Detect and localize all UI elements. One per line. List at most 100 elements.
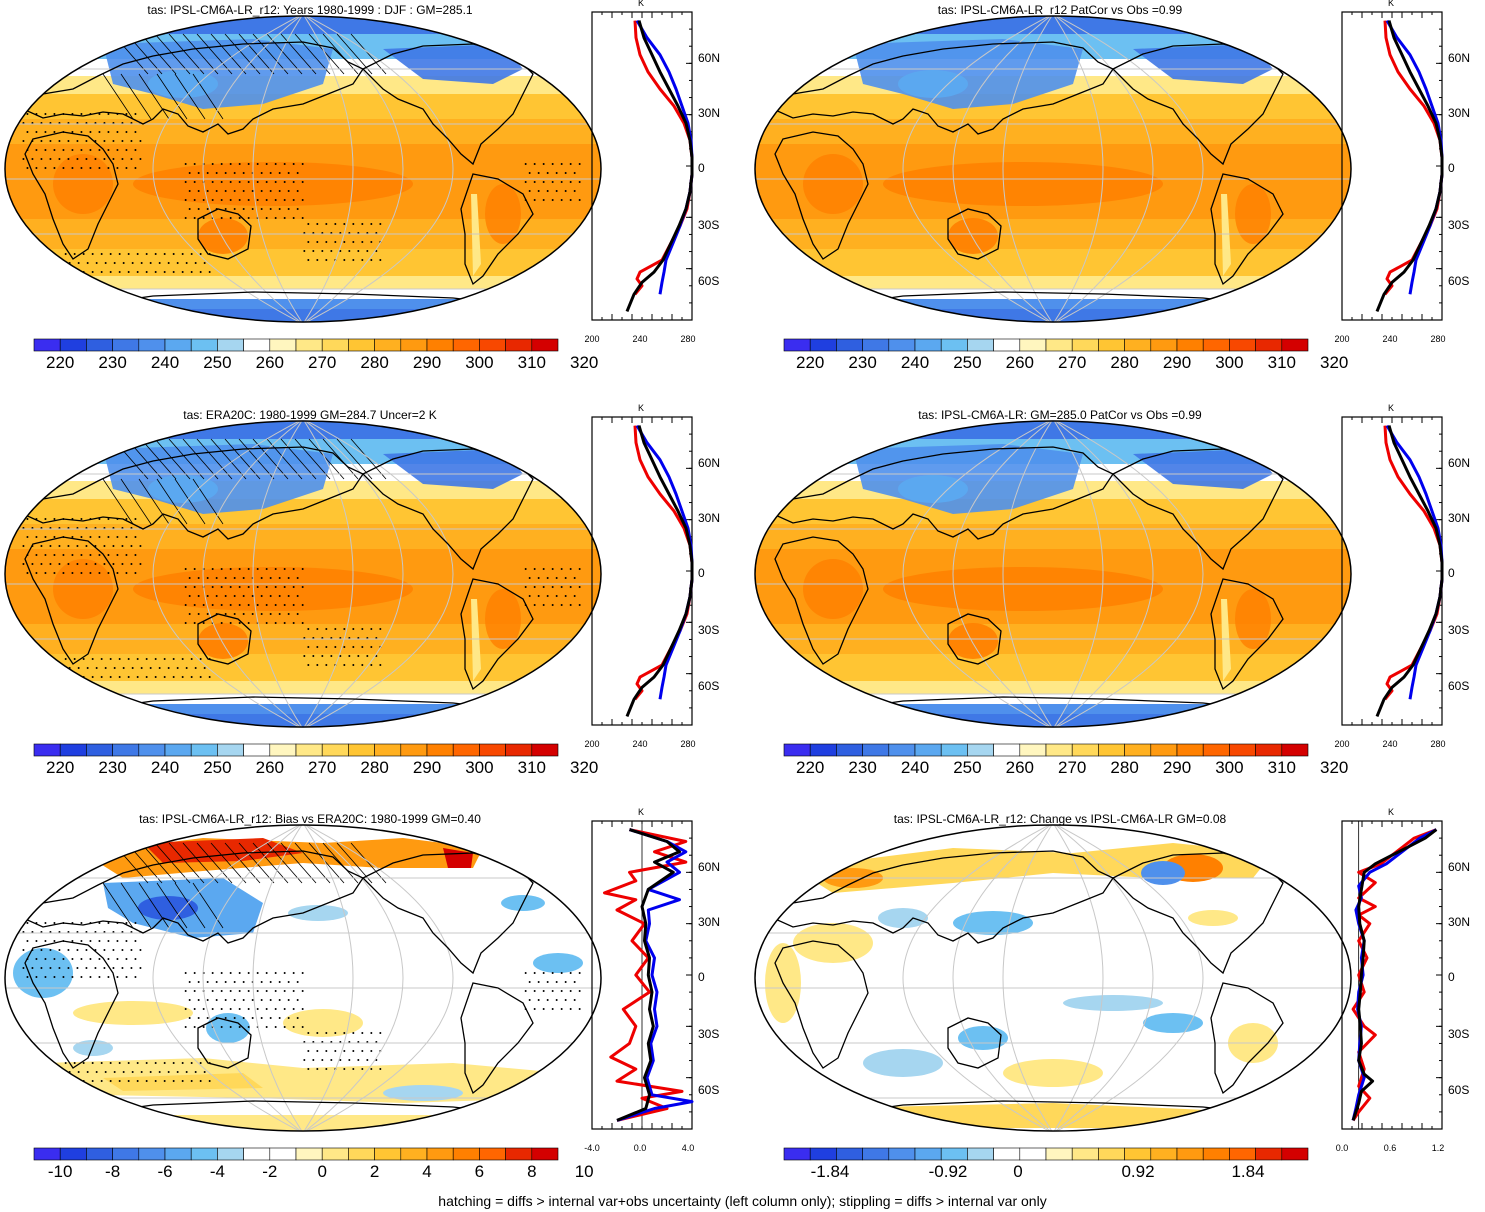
colorbar-swatch: [59, 338, 87, 352]
colorbar-swatch: [269, 743, 297, 757]
colorbar: [33, 743, 559, 757]
colorbar-label: 220: [46, 758, 75, 777]
colorbar-label: 0: [1013, 1162, 1023, 1181]
colorbar-swatch: [967, 338, 994, 352]
profile-lat-label: 30N: [698, 106, 721, 120]
colorbar-swatch: [269, 1147, 297, 1161]
map-border: [4, 824, 602, 1132]
profile-lat-label: 30S: [1448, 218, 1470, 232]
zonal-mean-profile: K 60N 30N 0 30S 60S 200 240 280: [584, 0, 735, 365]
map-border: [754, 420, 1352, 728]
colorbar-label: 320: [570, 353, 599, 372]
profile-x-tick: 1.2: [1431, 1143, 1445, 1153]
profile-lat-label: 30N: [1448, 511, 1471, 525]
footer-note: hatching = diffs > internal var+obs unce…: [438, 1193, 1047, 1209]
world-map: [4, 420, 602, 728]
colorbar-label: 250: [953, 758, 982, 777]
colorbar-swatch: [531, 743, 559, 757]
colorbar-swatch: [1045, 1147, 1073, 1161]
profile-lat-label: 60N: [698, 456, 721, 470]
colorbar-swatch: [348, 338, 375, 352]
colorbar-swatch: [1176, 1147, 1204, 1161]
colorbar-swatch: [217, 1147, 244, 1161]
colorbar-swatch: [862, 743, 890, 757]
colorbar-swatch: [243, 743, 271, 757]
world-map: [4, 824, 602, 1132]
colorbar-swatch: [164, 743, 192, 757]
colorbar-swatch: [1176, 338, 1204, 352]
colorbar-label: 270: [308, 353, 337, 372]
colorbar-label: -0.92: [928, 1162, 968, 1181]
colorbar-swatch: [452, 743, 480, 757]
colorbar: [783, 338, 1309, 352]
colorbar-swatch: [836, 338, 863, 352]
colorbar-label: 300: [465, 353, 494, 372]
colorbar-label: 320: [570, 758, 599, 777]
graticule: [5, 16, 601, 322]
colorbar-swatch: [1255, 338, 1283, 352]
colorbar-swatch: [1229, 338, 1256, 352]
colorbar-label: 230: [848, 758, 877, 777]
profile-lat-label: 60S: [1448, 679, 1470, 693]
colorbar-swatch: [86, 743, 113, 757]
colorbar-swatch: [505, 743, 533, 757]
profile-axes: [591, 820, 693, 1130]
colorbar-swatch: [164, 1147, 192, 1161]
profile-unit: K: [638, 0, 645, 8]
colorbar-swatch: [400, 338, 428, 352]
profile-x-tick: -4.0: [584, 1143, 600, 1153]
colorbar-swatch: [993, 338, 1021, 352]
colorbar-label: 220: [796, 353, 825, 372]
colorbar-label: 1.84: [1231, 1162, 1265, 1181]
colorbar-label: -1.84: [810, 1162, 850, 1181]
colorbar-swatch: [1124, 1147, 1152, 1161]
colorbar-label: 2: [369, 1162, 380, 1181]
colorbar-swatch: [374, 743, 402, 757]
world-map: [4, 15, 602, 323]
colorbar-swatch: [1255, 743, 1283, 757]
map-field: [755, 825, 1351, 1131]
profile-x-tick: 200: [1334, 739, 1350, 749]
colorbar: [33, 338, 559, 352]
colorbar-swatch: [1045, 743, 1073, 757]
colorbar-swatch: [190, 1147, 218, 1161]
colorbar-swatch: [531, 1147, 559, 1161]
colorbar-swatch: [1255, 1147, 1283, 1161]
colorbar-label: 6: [474, 1162, 485, 1181]
colorbar-label: 240: [150, 353, 180, 372]
profile-line-black: [1351, 828, 1438, 1121]
profile-lat-label: 60S: [698, 274, 720, 288]
colorbar-swatch: [1071, 743, 1099, 757]
colorbar-swatch: [59, 743, 87, 757]
panel-p1: tas: IPSL-CM6A-LR_r12: Years 1980-1999 :…: [0, 0, 735, 400]
colorbar-swatch: [112, 338, 140, 352]
panel-p6: tas: IPSL-CM6A-LR_r12: Change vs IPSL-CM…: [750, 807, 1485, 1209]
colorbar-swatch: [993, 743, 1021, 757]
colorbar-swatch: [1045, 338, 1073, 352]
profile-x-tick: 240: [1382, 739, 1398, 749]
profile-line-black: [616, 828, 681, 1122]
colorbar-label: 260: [1005, 758, 1034, 777]
profile-lat-label: 0: [698, 566, 705, 580]
panel-title: tas: IPSL-CM6A-LR: GM=285.0 PatCor vs Ob…: [918, 408, 1202, 422]
colorbar-swatch: [374, 338, 402, 352]
colorbar-swatch: [914, 1147, 942, 1161]
panel-title: tas: ERA20C: 1980-1999 GM=284.7 Uncer=2 …: [183, 408, 437, 422]
colorbar-swatch: [836, 743, 863, 757]
profile-lat-label: 60N: [698, 51, 721, 65]
colorbar-label: 270: [1058, 758, 1087, 777]
graticule: [755, 16, 1351, 322]
colorbar-swatch: [1202, 743, 1230, 757]
colorbar-label: 300: [1215, 353, 1244, 372]
colorbar-swatch: [138, 1147, 166, 1161]
colorbar-swatch: [452, 1147, 480, 1161]
colorbar-swatch: [940, 743, 968, 757]
colorbar-swatch: [217, 338, 244, 352]
colorbar-swatch: [940, 1147, 968, 1161]
profile-lat-label: 30N: [1448, 915, 1471, 929]
colorbar-swatch: [295, 743, 323, 757]
profile-x-tick: 4.0: [681, 1143, 695, 1153]
panel-p3: tas: ERA20C: 1980-1999 GM=284.7 Uncer=2 …: [0, 403, 735, 805]
colorbar-swatch: [967, 743, 994, 757]
map-border: [754, 15, 1352, 323]
